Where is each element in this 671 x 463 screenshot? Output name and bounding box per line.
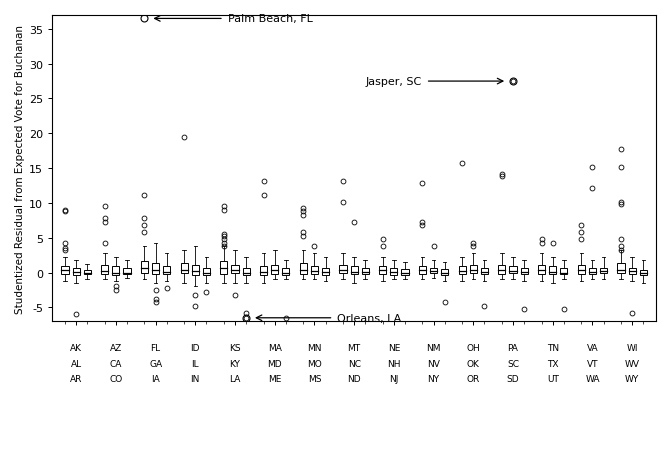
Text: ME: ME — [268, 374, 281, 383]
Text: MN: MN — [307, 344, 321, 353]
Bar — [203, 268, 210, 275]
Text: SD: SD — [507, 374, 519, 383]
Bar — [192, 265, 199, 275]
Text: NE: NE — [388, 344, 400, 353]
Text: Jasper, SC: Jasper, SC — [366, 77, 421, 87]
Bar — [101, 265, 108, 275]
Text: PA: PA — [507, 344, 519, 353]
Bar — [458, 267, 466, 275]
Bar — [180, 264, 188, 274]
Text: MO: MO — [307, 359, 322, 368]
Text: WV: WV — [625, 359, 639, 368]
Text: WY: WY — [625, 374, 639, 383]
Bar — [311, 267, 318, 275]
Text: ID: ID — [191, 344, 200, 353]
Bar — [578, 265, 585, 275]
Text: KY: KY — [229, 359, 240, 368]
Text: WI: WI — [627, 344, 638, 353]
Text: MA: MA — [268, 344, 282, 353]
Text: OK: OK — [467, 359, 480, 368]
Bar — [391, 269, 397, 275]
Text: TN: TN — [547, 344, 559, 353]
Bar — [441, 269, 448, 275]
Bar — [340, 265, 347, 274]
Text: AK: AK — [70, 344, 82, 353]
Text: CO: CO — [109, 374, 123, 383]
Text: NJ: NJ — [389, 374, 399, 383]
Text: UT: UT — [547, 374, 559, 383]
Bar — [617, 264, 625, 274]
Text: NC: NC — [348, 359, 360, 368]
Bar — [123, 269, 131, 275]
Text: WA: WA — [585, 374, 600, 383]
Text: LA: LA — [229, 374, 241, 383]
Text: SC: SC — [507, 359, 519, 368]
Bar — [362, 269, 369, 275]
Text: AZ: AZ — [110, 344, 122, 353]
Text: MT: MT — [348, 344, 361, 353]
Bar — [220, 262, 227, 275]
Text: VA: VA — [586, 344, 599, 353]
Bar — [629, 268, 635, 275]
Text: Palm Beach, FL: Palm Beach, FL — [228, 14, 313, 25]
Bar — [430, 268, 437, 274]
Bar — [521, 269, 527, 275]
Text: GA: GA — [149, 359, 162, 368]
Bar — [499, 265, 505, 275]
Bar — [639, 270, 647, 275]
Bar — [152, 264, 159, 275]
Bar — [84, 270, 91, 275]
Bar — [141, 262, 148, 274]
Bar — [300, 264, 307, 275]
Bar — [560, 269, 568, 275]
Bar — [509, 267, 517, 274]
Bar — [470, 265, 477, 274]
Bar — [112, 267, 119, 275]
Bar — [271, 265, 278, 275]
Bar — [231, 265, 239, 274]
Text: IN: IN — [191, 374, 200, 383]
Bar — [62, 267, 68, 275]
Text: IA: IA — [151, 374, 160, 383]
Bar — [589, 269, 596, 275]
Text: OH: OH — [466, 344, 480, 353]
Bar — [419, 267, 426, 275]
Text: MS: MS — [308, 374, 321, 383]
Bar — [538, 265, 546, 275]
Bar — [72, 269, 80, 275]
Text: MD: MD — [268, 359, 282, 368]
Bar — [282, 269, 289, 275]
Text: ND: ND — [348, 374, 361, 383]
Y-axis label: Studentized Residual from Expected Vote for Buchanan: Studentized Residual from Expected Vote … — [15, 25, 25, 313]
Bar — [242, 269, 250, 276]
Text: NH: NH — [387, 359, 401, 368]
Text: Orleans, LA: Orleans, LA — [338, 313, 402, 323]
Text: OR: OR — [467, 374, 480, 383]
Text: IL: IL — [191, 359, 199, 368]
Text: NV: NV — [427, 359, 440, 368]
Text: FL: FL — [150, 344, 160, 353]
Text: KS: KS — [229, 344, 241, 353]
Bar — [379, 267, 386, 275]
Bar — [600, 268, 607, 274]
Text: AR: AR — [70, 374, 83, 383]
Text: NY: NY — [427, 374, 440, 383]
Text: AL: AL — [70, 359, 82, 368]
Bar — [481, 268, 488, 275]
Bar — [260, 267, 267, 276]
Bar — [350, 267, 358, 275]
Bar — [401, 269, 409, 275]
Bar — [549, 267, 556, 275]
Bar — [322, 269, 329, 275]
Text: VT: VT — [586, 359, 599, 368]
Text: NM: NM — [426, 344, 441, 353]
Text: CA: CA — [109, 359, 122, 368]
Text: TX: TX — [547, 359, 558, 368]
Bar — [163, 267, 170, 275]
